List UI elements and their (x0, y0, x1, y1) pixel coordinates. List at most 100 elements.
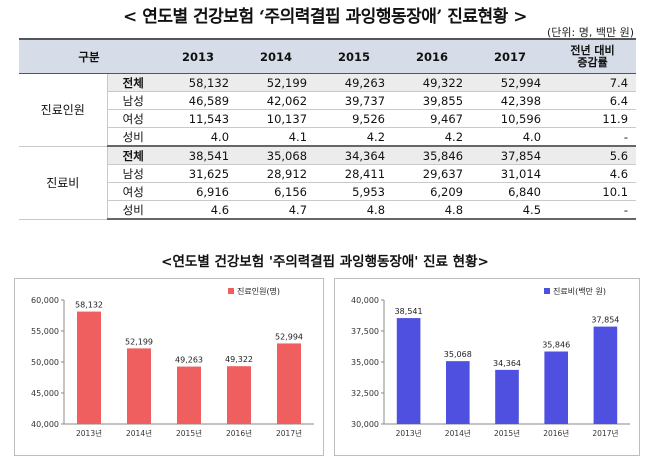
table-cell: 9,467 (393, 109, 472, 128)
data-label: 34,364 (493, 359, 521, 368)
table-row: 남성 31,625 28,912 28,411 29,637 31,014 4.6 (19, 164, 637, 183)
row-label: 전체 (107, 73, 160, 92)
table-cell: 31,014 (471, 164, 550, 183)
legend-swatch (544, 288, 550, 294)
bar (277, 343, 301, 424)
table-cell: 37,854 (471, 146, 550, 165)
table-cell: 38,541 (159, 146, 238, 165)
x-tick-label: 2014년 (445, 428, 471, 438)
header-change-line2: 증감률 (577, 55, 608, 69)
header-year: 2016 (393, 38, 472, 74)
x-tick-label: 2013년 (396, 428, 422, 438)
bar (177, 366, 201, 424)
table-cell: 39,855 (393, 91, 472, 110)
y-tick-label: 55,000 (31, 327, 59, 336)
change-cell: 5.6 (549, 146, 637, 165)
x-tick-label: 2017년 (592, 428, 618, 438)
table-cell: 52,199 (237, 73, 316, 92)
row-label: 성비 (107, 200, 160, 220)
header-change: 전년 대비 증감률 (549, 38, 637, 74)
change-cell: 6.4 (549, 91, 637, 110)
change-cell: - (549, 127, 637, 147)
table-cell: 5,953 (315, 182, 394, 201)
bar (593, 326, 618, 424)
header-year: 2014 (237, 38, 316, 74)
table-cell: 4.6 (159, 200, 238, 220)
y-tick-label: 40,000 (31, 420, 59, 429)
legend-swatch (228, 288, 234, 294)
table-cell: 4.8 (393, 200, 472, 220)
y-tick-label: 30,000 (351, 420, 379, 429)
table-row: 여성 6,916 6,156 5,953 6,209 6,840 10.1 (19, 182, 637, 201)
table-cell: 4.0 (471, 127, 550, 147)
bar (77, 311, 101, 424)
table-cell: 4.5 (471, 200, 550, 220)
table-cell: 31,625 (159, 164, 238, 183)
stats-table: 구분 2013 2014 2015 2016 2017 전년 대비 증감률 진료… (19, 38, 637, 220)
x-tick-label: 2016년 (226, 428, 252, 438)
change-cell: 7.4 (549, 73, 637, 92)
table-cell: 4.0 (159, 127, 238, 147)
cost-bar-chart: 30,000 32,500 35,000 37,500 40,000 38,541 2013… (334, 278, 640, 456)
row-label: 남성 (107, 164, 160, 183)
table-cell: 6,156 (237, 182, 316, 201)
data-label: 49,263 (175, 356, 203, 365)
table-cell: 6,840 (471, 182, 550, 201)
data-label: 52,199 (125, 337, 153, 346)
x-tick-label: 2013년 (76, 428, 102, 438)
bar (445, 361, 470, 424)
table-cell: 4.1 (237, 127, 316, 147)
table-cell: 10,596 (471, 109, 550, 128)
data-label: 35,068 (444, 350, 472, 359)
chart-section-title: <연도별 건강보험 '주의력결핍 과잉행동장애' 진료 현황> (161, 254, 489, 270)
table-cell: 4.2 (393, 127, 472, 147)
table-cell: 29,637 (393, 164, 472, 183)
table-cell: 42,398 (471, 91, 550, 110)
y-tick-label: 32,500 (351, 389, 379, 398)
x-tick-label: 2014년 (126, 428, 152, 438)
header-year: 2013 (159, 38, 238, 74)
data-label: 37,854 (591, 316, 619, 325)
data-label: 38,541 (395, 307, 423, 316)
change-cell: - (549, 200, 637, 220)
table-cell: 4.8 (315, 200, 394, 220)
bar (127, 348, 151, 424)
table-row: 진료인원 전체 58,132 52,199 49,263 49,322 52,994 7.4 (19, 73, 637, 147)
legend-label: 진료인원(명) (237, 286, 280, 296)
table-cell: 58,132 (159, 73, 238, 92)
table-row: 여성 11,543 10,137 9,526 9,467 10,596 11.9 (19, 109, 637, 128)
table-cell: 11,543 (159, 109, 238, 128)
data-label: 35,846 (542, 341, 570, 350)
table-cell: 4.7 (237, 200, 316, 220)
table-cell: 49,263 (315, 73, 394, 92)
header-year: 2017 (471, 38, 550, 74)
x-tick-label: 2016년 (543, 428, 569, 438)
table-cell: 42,062 (237, 91, 316, 110)
header-category: 구분 (19, 38, 160, 74)
y-tick-label: 45,000 (31, 389, 59, 398)
x-tick-label: 2015년 (494, 428, 520, 438)
header-year: 2015 (315, 38, 394, 74)
y-tick-label: 50,000 (31, 358, 59, 367)
x-tick-label: 2015년 (176, 428, 202, 438)
unit-label: (단위: 명, 백만 원) (547, 26, 634, 39)
y-tick-label: 35,000 (351, 358, 379, 367)
table-cell: 52,994 (471, 73, 550, 92)
y-tick-label: 37,500 (351, 327, 379, 336)
chart-frame (334, 278, 640, 456)
header-change-line1: 전년 대비 (570, 43, 615, 57)
table-cell: 28,411 (315, 164, 394, 183)
chart-frame (14, 278, 324, 456)
table-row: 성비 4.6 4.7 4.8 4.8 4.5- (19, 200, 637, 220)
table-cell: 49,322 (393, 73, 472, 92)
row-label: 여성 (107, 182, 160, 201)
table-cell: 10,137 (237, 109, 316, 128)
table-cell: 4.2 (315, 127, 394, 147)
bar (227, 366, 251, 424)
change-cell: 10.1 (549, 182, 637, 201)
x-tick-label: 2017년 (276, 428, 302, 438)
table-cell: 35,846 (393, 146, 472, 165)
row-label: 여성 (107, 109, 160, 128)
bar (396, 318, 421, 424)
change-cell: 11.9 (549, 109, 637, 128)
